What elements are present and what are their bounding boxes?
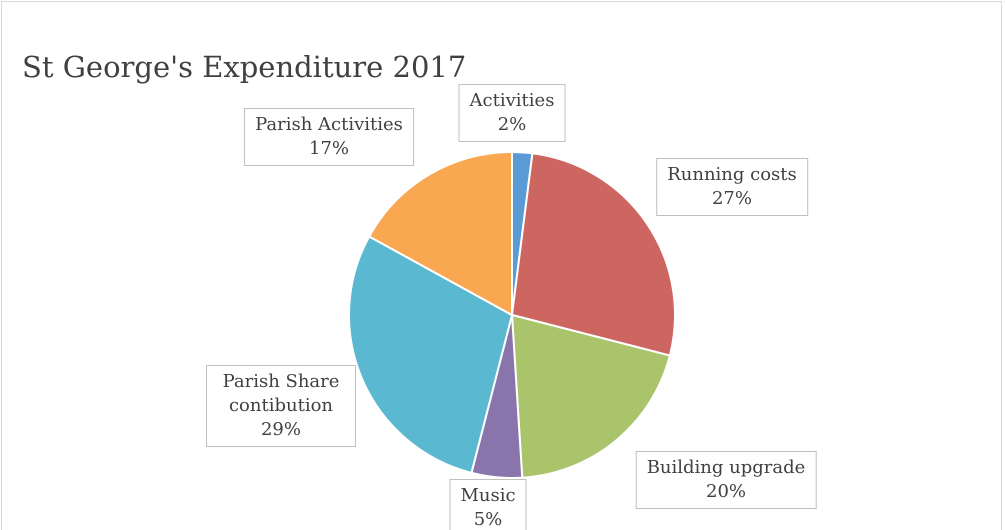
data-label: Building upgrade 20% <box>635 451 817 509</box>
pie-slice <box>510 152 676 357</box>
value-label: 29% <box>260 419 301 440</box>
data-label: Activities 2% <box>458 84 566 142</box>
category-label: Activities <box>469 90 555 111</box>
category-label: Building upgrade <box>646 457 806 478</box>
pie-slice <box>510 313 672 479</box>
category-label: Parish Activities <box>255 114 403 135</box>
value-label: 5% <box>473 509 503 530</box>
data-label: Running costs 27% <box>656 158 808 216</box>
data-label: Parish Activities 17% <box>244 108 414 166</box>
data-label: Parish Share contibution 29% <box>206 365 356 447</box>
value-label: 2% <box>497 114 527 135</box>
pie-slice <box>348 235 514 475</box>
category-label: Running costs <box>667 164 797 185</box>
value-label: 20% <box>705 481 747 502</box>
value-label: 27% <box>711 188 752 209</box>
category-label: Parish Share contibution <box>222 371 340 416</box>
data-label: Music 5% <box>449 479 527 530</box>
category-label: Music <box>460 485 516 506</box>
pie-slice <box>367 150 513 317</box>
value-label: 17% <box>308 138 350 159</box>
chart-title: St George's Expenditure 2017 <box>22 50 467 84</box>
